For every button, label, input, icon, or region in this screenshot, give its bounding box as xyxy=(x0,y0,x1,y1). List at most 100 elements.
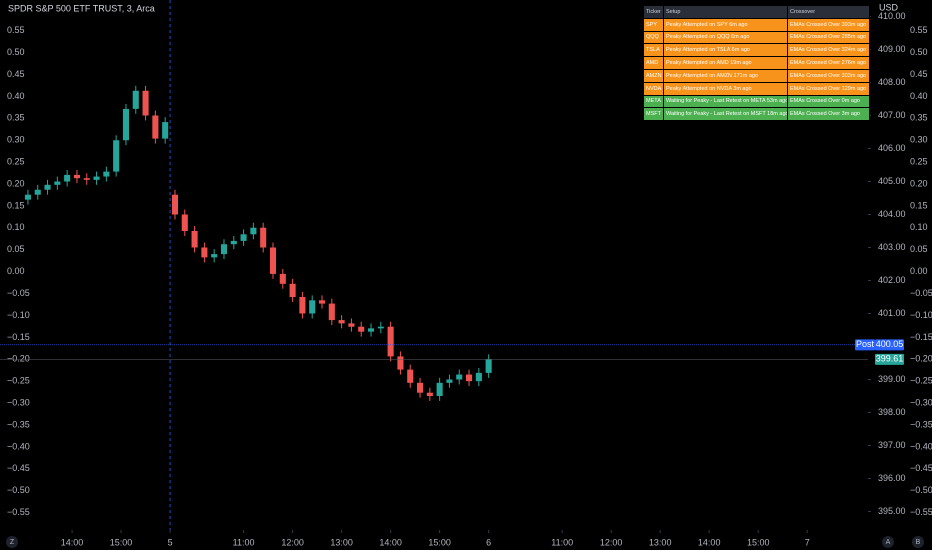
y-tick-label: 407.00 xyxy=(878,110,906,120)
candle-body xyxy=(348,323,355,327)
table-cell: NVDA xyxy=(643,81,664,96)
candle-body xyxy=(44,184,51,190)
y2-tick-label-right: −0.25 xyxy=(910,376,932,386)
table-cell: Peaky Attempted on NVDA 3m ago xyxy=(663,81,788,96)
table-cell: TSLA xyxy=(643,43,664,58)
y2-tick-label-left: −0.15 xyxy=(7,332,30,342)
y-tick-label: 395.00 xyxy=(878,506,906,516)
y2-tick-label-right: −0.10 xyxy=(910,310,932,320)
y2-tick-label-right: −0.15 xyxy=(910,332,932,342)
axis-button[interactable]: A xyxy=(886,539,891,546)
y2-tick-label-right: −0.50 xyxy=(910,485,932,495)
x-tick-label: 15:00 xyxy=(747,537,770,547)
table-cell: EMAs Crossed Over 129m ago xyxy=(787,81,870,96)
candle-body xyxy=(132,90,139,109)
candle-body xyxy=(240,234,247,241)
post-price-label: 400.05 xyxy=(876,339,904,349)
x-tick-label: 13:00 xyxy=(330,537,353,547)
y2-tick-label-right: 0.40 xyxy=(910,91,928,101)
y2-tick-label-right: 0.15 xyxy=(910,200,928,210)
table-row: AMZN Peaky Attempted on AMZN 171m ago EMAs… xyxy=(643,68,870,83)
y2-tick-label-left: −0.10 xyxy=(7,310,30,320)
y2-tick-label-left: −0.25 xyxy=(7,376,30,386)
x-tick-label: 11:00 xyxy=(233,537,255,547)
candle-body xyxy=(201,247,208,258)
candle-body xyxy=(73,174,80,179)
candle-body xyxy=(93,176,100,180)
candle-body xyxy=(426,392,433,396)
candle-body xyxy=(466,374,473,382)
y2-tick-label-left: 0.50 xyxy=(7,47,25,57)
y2-tick-label-left: 0.30 xyxy=(7,135,25,145)
y-tick-label: 403.00 xyxy=(878,242,906,252)
candle-body xyxy=(436,382,443,396)
last-price-bg xyxy=(875,353,904,365)
last-price-label: 399.61 xyxy=(876,354,904,364)
y2-tick-label-right: −0.55 xyxy=(910,507,932,517)
y2-tick-label-left: −0.20 xyxy=(7,354,30,364)
table-cell: AMZN xyxy=(643,68,664,83)
candle-body xyxy=(416,382,424,393)
candle-body xyxy=(162,122,169,139)
y2-tick-label-left: 0.15 xyxy=(7,200,25,210)
candle-body xyxy=(220,244,228,255)
y-tick-label: 410.00 xyxy=(878,11,906,21)
table-row: AMD Peaky Attempted on AMD 19m ago EMAs Cr… xyxy=(643,56,870,70)
table-row: SPY Peaky Attempted on SPY 6m ago EMAs Cro… xyxy=(643,17,870,32)
y2-tick-label-left: 0.25 xyxy=(7,156,25,166)
x-tick-label: 7 xyxy=(805,537,810,547)
post-tag: Post xyxy=(856,339,875,349)
y2-tick-label-left: −0.55 xyxy=(7,507,30,517)
candle-body xyxy=(299,297,306,314)
x-tick-label: 15:00 xyxy=(428,537,451,547)
x-tick-label: 14:00 xyxy=(61,537,84,547)
y2-tick-label-left: 0.00 xyxy=(7,266,25,276)
y-tick-label: 396.00 xyxy=(878,473,906,483)
candle-body xyxy=(485,359,492,373)
candle-body xyxy=(407,369,414,383)
x-tick-label: 6 xyxy=(486,537,491,547)
table-cell: EMAs Crossed Over 324m ago xyxy=(787,43,870,58)
axis-button-bg xyxy=(882,536,894,548)
table-cell: Waiting for Peaky - Last Retest on META … xyxy=(663,94,788,109)
y2-tick-label-right: 0.35 xyxy=(910,113,928,123)
post-tag-bg xyxy=(855,339,875,351)
candle-body xyxy=(309,300,316,314)
table-row: TSLA Peaky Attempted on TSLA 6m ago EMAs C… xyxy=(643,43,870,58)
y2-tick-label-left: −0.35 xyxy=(7,419,30,429)
y2-tick-label-right: −0.30 xyxy=(910,397,932,407)
candle-body xyxy=(122,108,129,141)
x-tick-label: 15:00 xyxy=(110,537,133,547)
y-tick-label: 399.00 xyxy=(878,374,906,384)
x-tick-label: 12:00 xyxy=(600,537,623,547)
table-cell: Peaky Attempted on SPY 6m ago xyxy=(663,17,788,32)
candle-body xyxy=(475,372,482,382)
table-cell: Peaky Attempted on TSLA 6m ago xyxy=(663,43,788,58)
candle-body xyxy=(83,178,90,180)
candle-body xyxy=(318,300,326,304)
candle-body xyxy=(328,303,335,321)
table-row: QQQ Peaky Attempted on QQQ 6m ago EMAs Cro… xyxy=(643,30,870,45)
y2-tick-label-right: −0.20 xyxy=(910,354,932,364)
x-tick-label: 12:00 xyxy=(281,537,304,547)
y2-tick-label-right: −0.40 xyxy=(910,441,932,451)
y2-tick-label-left: −0.30 xyxy=(7,397,30,407)
x-tick-label: 13:00 xyxy=(649,537,672,547)
table-cell: Waiting for Peaky - Last Retest on MSFT … xyxy=(663,107,788,122)
screener-table: Ticker Setup Crossover SPY Peaky Attempted o… xyxy=(643,5,870,122)
axis-button[interactable]: Z xyxy=(10,539,15,546)
y2-tick-label-right: 0.55 xyxy=(910,25,928,35)
table-cell: EMAs Crossed Over 393m ago xyxy=(787,17,870,32)
y-tick-label: 402.00 xyxy=(878,275,906,285)
table-cell: EMAs Crossed Over 3m ago xyxy=(787,107,870,122)
axis-button[interactable]: B xyxy=(916,539,921,546)
candle-body xyxy=(54,181,61,185)
table-cell: Ticker xyxy=(643,5,664,19)
table-cell: SPY xyxy=(643,17,664,32)
table-cell: EMAs Crossed Over 303m ago xyxy=(787,68,870,83)
candle-body xyxy=(34,189,41,195)
candle-body xyxy=(358,326,365,332)
y2-tick-label-right: 0.00 xyxy=(910,266,928,276)
